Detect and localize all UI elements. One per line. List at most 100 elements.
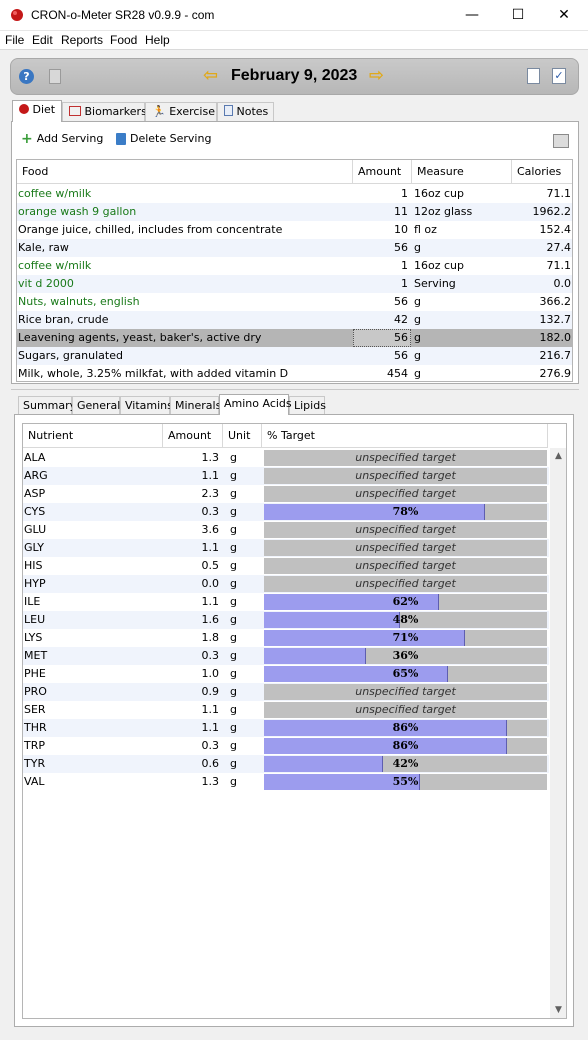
- nutrient-row[interactable]: ASP 2.3 g unspecified target: [23, 485, 549, 503]
- column-header-food[interactable]: Food: [17, 160, 353, 184]
- nutrient-row[interactable]: LEU 1.6 g 48%: [23, 611, 549, 629]
- menu-reports[interactable]: Reports: [61, 33, 104, 47]
- column-header-amount[interactable]: Amount: [353, 160, 412, 184]
- target-progress-fill: [264, 738, 508, 754]
- nutrient-row[interactable]: SER 1.1 g unspecified target: [23, 701, 549, 719]
- food-row[interactable]: coffee w/milk 1 16oz cup 71.1: [17, 257, 572, 275]
- nutrient-amount: 0.3: [201, 739, 220, 752]
- nutrient-row[interactable]: HYP 0.0 g unspecified target: [23, 575, 549, 593]
- nutrient-unit: g: [230, 739, 237, 752]
- tab-vitamins[interactable]: Vitamins: [120, 396, 173, 416]
- tab-biomarkers-label: Biomarkers: [84, 105, 147, 118]
- food-row[interactable]: orange wash 9 gallon 11 12oz glass 1962.2: [17, 203, 572, 221]
- food-row[interactable]: Kale, raw 56 g 27.4: [17, 239, 572, 257]
- day-complete-icon[interactable]: ✓: [552, 68, 566, 84]
- tab-exercise[interactable]: 🏃 Exercise: [145, 102, 217, 122]
- target-progress-bar: 42%: [264, 756, 547, 772]
- percent-target-label: 71%: [392, 631, 419, 644]
- tab-minerals[interactable]: Minerals: [170, 396, 221, 416]
- food-cell-measure: 16oz cup: [414, 259, 464, 272]
- panel-divider[interactable]: [11, 389, 579, 391]
- nutrient-row[interactable]: HIS 0.5 g unspecified target: [23, 557, 549, 575]
- column-header-amount[interactable]: Amount: [163, 424, 223, 448]
- nutrient-row[interactable]: MET 0.3 g 36%: [23, 647, 549, 665]
- nutrient-amount: 1.6: [201, 613, 220, 626]
- food-cell-food: Kale, raw: [18, 241, 69, 254]
- current-date[interactable]: February 9, 2023: [231, 67, 358, 84]
- nutrient-row[interactable]: GLU 3.6 g unspecified target: [23, 521, 549, 539]
- nutrient-row[interactable]: ILE 1.1 g 62%: [23, 593, 549, 611]
- food-table: Food Amount Measure Calories coffee w/mi…: [16, 159, 573, 382]
- nutrient-row[interactable]: ALA 1.3 g unspecified target: [23, 449, 549, 467]
- nutrient-amount: 0.0: [201, 577, 220, 590]
- nutrient-name: ASP: [24, 487, 46, 500]
- nutrient-row[interactable]: CYS 0.3 g 78%: [23, 503, 549, 521]
- scroll-down-icon[interactable]: ▼: [555, 1005, 562, 1015]
- scroll-up-icon[interactable]: ▲: [555, 451, 562, 461]
- nutrient-row[interactable]: LYS 1.8 g 71%: [23, 629, 549, 647]
- nutrient-row[interactable]: VAL 1.3 g 55%: [23, 773, 549, 791]
- amount-edit-focus[interactable]: [353, 329, 411, 347]
- percent-target-label: 42%: [392, 757, 419, 770]
- food-row[interactable]: Milk, whole, 3.25% milkfat, with added v…: [17, 365, 572, 381]
- tab-diet[interactable]: Diet: [12, 100, 62, 122]
- food-row[interactable]: Rice bran, crude 42 g 132.7: [17, 311, 572, 329]
- column-header-unit[interactable]: Unit: [223, 424, 262, 448]
- diet-panel: + Add Serving Delete Serving Food Amount…: [11, 121, 579, 384]
- menu-file[interactable]: File: [5, 33, 25, 47]
- nutrient-unit: g: [230, 523, 237, 536]
- food-row[interactable]: Orange juice, chilled, includes from con…: [17, 221, 572, 239]
- food-row[interactable]: coffee w/milk 1 16oz cup 71.1: [17, 185, 572, 203]
- nutrient-amount: 1.8: [201, 631, 220, 644]
- column-header-nutrient[interactable]: Nutrient: [23, 424, 163, 448]
- target-progress-bar: unspecified target: [264, 486, 547, 502]
- column-header-measure[interactable]: Measure: [412, 160, 512, 184]
- print-icon[interactable]: [553, 134, 569, 148]
- food-cell-calories: 276.9: [539, 367, 572, 380]
- food-cell-calories: 71.1: [546, 187, 572, 200]
- add-serving-button[interactable]: + Add Serving: [21, 132, 103, 146]
- tab-lipids[interactable]: Lipids: [289, 396, 326, 416]
- nutrient-row[interactable]: TYR 0.6 g 42%: [23, 755, 549, 773]
- nutrient-row[interactable]: TRP 0.3 g 86%: [23, 737, 549, 755]
- food-row[interactable]: Leavening agents, yeast, baker's, active…: [17, 329, 572, 347]
- previous-day-button[interactable]: ⇦: [203, 65, 219, 86]
- delete-serving-button[interactable]: Delete Serving: [116, 132, 211, 145]
- menu-food[interactable]: Food: [110, 33, 138, 47]
- close-button[interactable]: ✕: [558, 7, 570, 23]
- nutrient-scrollbar[interactable]: ▲ ▼: [550, 448, 566, 1018]
- copy-day-icon[interactable]: [527, 68, 540, 84]
- nutrient-row[interactable]: ARG 1.1 g unspecified target: [23, 467, 549, 485]
- maximize-button[interactable]: ☐: [511, 7, 525, 23]
- nutrient-row[interactable]: PHE 1.0 g 65%: [23, 665, 549, 683]
- nutrient-row[interactable]: THR 1.1 g 86%: [23, 719, 549, 737]
- tab-biomarkers[interactable]: Biomarkers: [62, 102, 147, 122]
- column-header-pct-target[interactable]: % Target: [262, 424, 548, 448]
- tab-general[interactable]: General: [72, 396, 120, 416]
- nutrient-row[interactable]: PRO 0.9 g unspecified target: [23, 683, 549, 701]
- food-row[interactable]: Nuts, walnuts, english 56 g 366.2: [17, 293, 572, 311]
- nutrient-row[interactable]: GLY 1.1 g unspecified target: [23, 539, 549, 557]
- nutrient-unit: g: [230, 451, 237, 464]
- delete-serving-label: Delete Serving: [130, 132, 212, 145]
- minimize-button[interactable]: —: [465, 7, 479, 23]
- tab-notes[interactable]: Notes: [217, 102, 274, 122]
- help-icon[interactable]: ?: [19, 69, 34, 84]
- food-cell-food: Leavening agents, yeast, baker's, active…: [18, 331, 262, 344]
- food-row[interactable]: Sugars, granulated 56 g 216.7: [17, 347, 572, 365]
- target-progress-fill: [264, 504, 485, 520]
- nutrient-name: LEU: [24, 613, 46, 626]
- column-header-calories[interactable]: Calories: [512, 160, 572, 184]
- next-day-button[interactable]: ⇨: [369, 65, 385, 86]
- tab-summary[interactable]: Summary: [18, 396, 76, 416]
- food-cell-measure: g: [414, 313, 421, 326]
- target-progress-bar: unspecified target: [264, 576, 547, 592]
- menu-help[interactable]: Help: [145, 33, 170, 47]
- nutrient-amount: 0.9: [201, 685, 220, 698]
- day-notes-icon[interactable]: [49, 69, 61, 84]
- tab-amino-acids[interactable]: Amino Acids: [219, 394, 292, 415]
- food-cell-calories: 132.7: [539, 313, 572, 326]
- menu-edit[interactable]: Edit: [32, 33, 53, 47]
- food-row[interactable]: vit d 2000 1 Serving 0.0: [17, 275, 572, 293]
- food-cell-amount: 454: [387, 367, 408, 380]
